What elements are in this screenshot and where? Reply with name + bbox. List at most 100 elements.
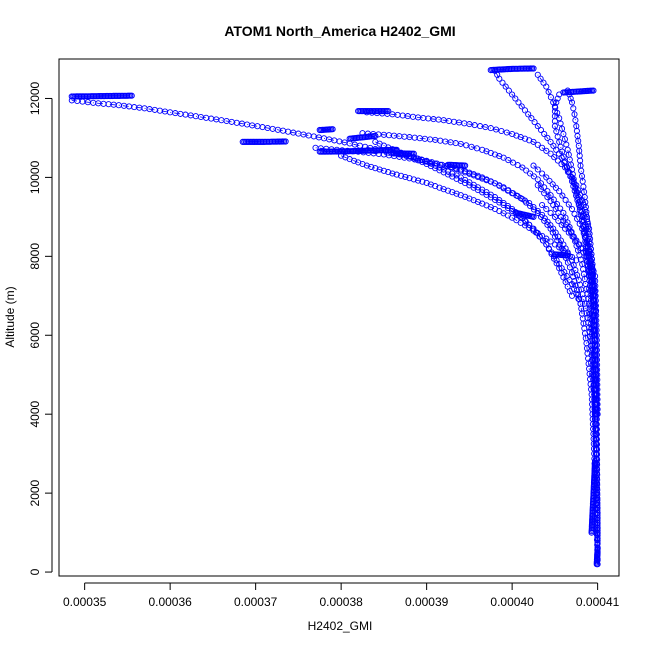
data-point — [556, 188, 563, 195]
data-point — [541, 190, 548, 197]
data-point — [544, 221, 551, 228]
data-series — [530, 162, 599, 299]
data-point — [543, 241, 550, 248]
data-point — [521, 222, 529, 229]
data-point — [550, 99, 557, 106]
data-point — [541, 130, 548, 138]
data-point — [534, 141, 541, 148]
x-axis-label: H2402_GMI — [308, 619, 373, 633]
x-tick-label: 0.00041 — [576, 595, 620, 609]
data-point — [514, 193, 521, 200]
data-point — [509, 190, 517, 197]
data-point — [502, 83, 509, 90]
data-point — [244, 121, 251, 128]
data-point — [539, 237, 546, 244]
x-tick-label: 0.00039 — [405, 595, 449, 609]
data-point — [505, 187, 512, 194]
data-point — [544, 188, 551, 195]
data-point — [500, 201, 507, 209]
data-series — [539, 201, 599, 315]
data-point — [517, 134, 524, 141]
data-point — [537, 126, 545, 134]
data-point — [363, 162, 370, 169]
data-point — [509, 91, 516, 98]
data-point — [526, 137, 533, 144]
data-cluster — [551, 251, 571, 259]
data-point — [530, 65, 537, 72]
data-cluster — [560, 87, 597, 96]
data-point — [571, 210, 578, 217]
data-point — [534, 207, 541, 214]
data-point — [462, 162, 469, 169]
x-tick-label: 0.00035 — [63, 595, 107, 609]
data-point — [463, 142, 470, 149]
data-point — [551, 154, 558, 161]
data-point — [350, 157, 358, 164]
chart-title: ATOM1 North_America H2402_GMI — [224, 23, 455, 39]
x-tick-label: 0.00036 — [148, 595, 192, 609]
data-point — [547, 94, 554, 101]
data-point — [594, 545, 601, 552]
data-point — [509, 159, 517, 166]
data-point — [556, 244, 563, 251]
data-point — [470, 171, 477, 178]
data-point — [537, 75, 544, 82]
data-point — [533, 229, 540, 236]
data-point — [543, 83, 550, 90]
data-point — [574, 215, 581, 222]
data-point — [468, 143, 475, 150]
series-line — [533, 165, 596, 296]
data-point — [521, 107, 529, 114]
y-axis-label: Altitude (m) — [3, 286, 17, 347]
data-point — [509, 130, 516, 138]
data-point — [393, 171, 400, 178]
data-cluster — [588, 458, 599, 536]
series-line — [541, 204, 597, 312]
data-series — [338, 152, 580, 264]
data-point — [543, 205, 550, 213]
data-point — [427, 136, 434, 143]
data-point — [534, 209, 541, 216]
x-tick-label: 0.00038 — [319, 595, 363, 609]
data-point — [491, 151, 499, 158]
data-point — [552, 104, 559, 111]
data-point — [453, 190, 460, 197]
data-point — [554, 95, 561, 102]
data-point — [546, 177, 553, 184]
data-point — [530, 162, 537, 169]
data-point — [570, 273, 577, 280]
data-point — [519, 164, 526, 171]
data-point — [513, 217, 520, 224]
data-point — [571, 111, 578, 118]
data-point — [415, 155, 422, 162]
data-point — [141, 105, 148, 112]
data-point — [594, 411, 601, 418]
data-point — [559, 192, 566, 199]
data-point — [576, 220, 583, 227]
data-point — [496, 197, 503, 204]
data-point — [68, 97, 75, 104]
data-point — [419, 157, 426, 164]
data-point — [547, 138, 554, 145]
data-point — [479, 146, 486, 153]
data-point — [543, 174, 550, 181]
data-point — [558, 221, 565, 228]
series-line — [537, 185, 598, 415]
data-cluster — [389, 150, 417, 157]
data-point — [505, 87, 512, 94]
data-point — [515, 99, 522, 106]
data-point — [549, 181, 556, 188]
data-point — [541, 217, 548, 224]
data-point — [578, 167, 585, 174]
data-point — [557, 120, 564, 127]
data-point — [539, 201, 546, 209]
data-point — [415, 177, 422, 184]
data-point — [402, 173, 409, 181]
y-tick-label: 8000 — [28, 243, 42, 270]
data-point — [435, 116, 442, 123]
data-point — [556, 138, 563, 145]
data-point — [550, 142, 557, 149]
data-point — [569, 233, 576, 240]
data-point — [547, 150, 554, 157]
data-point — [385, 108, 392, 115]
